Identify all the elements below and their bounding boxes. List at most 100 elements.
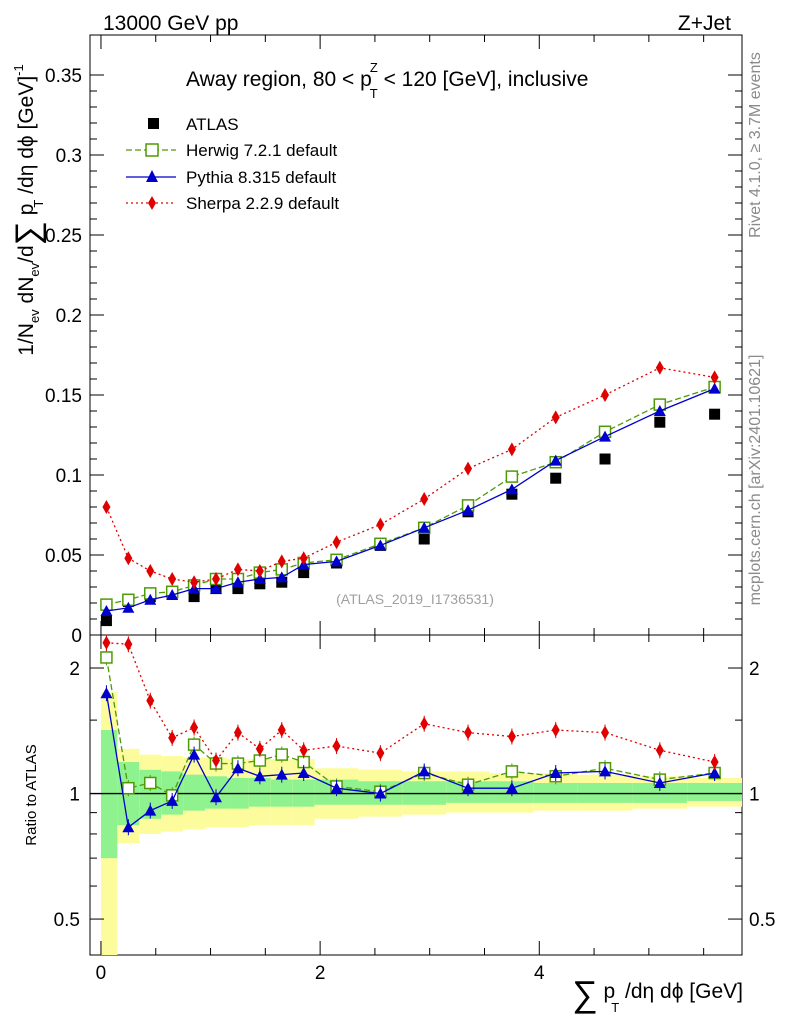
ratio-point-sherpa <box>601 725 610 740</box>
legend-herwig-label: Herwig 7.2.1 default <box>186 141 337 160</box>
main-ytick-label: 0.3 <box>56 146 82 167</box>
data-point-pythia <box>144 593 157 605</box>
ratio-point-sherpa <box>507 729 516 744</box>
ratio-point-sherpa <box>710 755 719 770</box>
legend: ATLAS Herwig 7.2.1 default Pythia 8.315 … <box>126 115 339 213</box>
ratio-series-pythia <box>100 685 721 836</box>
ratio-point-sherpa <box>124 637 133 652</box>
data-point-sherpa <box>551 410 560 425</box>
ratio-xtick-label: 0 <box>96 963 107 984</box>
data-point-pythia <box>653 405 666 416</box>
data-point-pythia <box>599 430 612 442</box>
data-point-sherpa <box>168 572 177 586</box>
data-point-atlas <box>418 533 430 545</box>
main-ytick-label: 0 <box>71 626 82 647</box>
data-point-sherpa <box>507 442 516 457</box>
ratio-point-pythia <box>275 768 288 780</box>
data-point-herwig <box>505 470 519 483</box>
ratio-point-pythia <box>505 782 518 794</box>
ratio-axis-ticks: 0.5 0.5 1 1 2 2 0 2 4 <box>54 635 775 984</box>
main-axis-ticks: 0 0.05 0.1 0.15 0.2 0.25 0.3 0.35 <box>45 35 742 647</box>
ratio-point-pythia <box>144 804 157 816</box>
process-label: Z+Jet <box>678 12 731 35</box>
ratio-point-sherpa <box>233 725 242 740</box>
series-line-sherpa <box>105 367 715 583</box>
ratio-ytick-label-left: 1 <box>69 785 80 806</box>
main-ylabel: 1/Nev dNev/d∑ pT /dη dϕ [GeV]-1 <box>9 64 47 355</box>
ratio-point-sherpa <box>420 716 429 731</box>
ratio-point-herwig <box>275 748 289 761</box>
main-ytick-label: 0.1 <box>56 466 82 487</box>
ratio-point-sherpa <box>255 741 264 756</box>
main-ytick-label: 0.05 <box>45 546 82 567</box>
data-point-sherpa <box>655 360 664 375</box>
analysis-id-label: (ATLAS_2019_I1736531) <box>336 591 494 607</box>
series-sherpa <box>102 360 719 590</box>
main-ytick-label: 0.25 <box>45 226 82 247</box>
ratio-point-sherpa <box>190 720 199 735</box>
ratio-point-pythia <box>297 767 310 779</box>
ratio-point-pythia <box>374 787 387 799</box>
ratio-point-pythia <box>653 776 666 788</box>
band-inner-bin <box>183 774 206 811</box>
ratio-xtick-label: 4 <box>534 963 545 984</box>
series-line-pythia <box>106 387 715 612</box>
ratio-point-sherpa <box>168 730 177 745</box>
data-point-atlas <box>298 567 310 579</box>
data-point-pythia <box>505 483 518 495</box>
ratio-point-herwig <box>505 765 519 778</box>
band-inner-bin <box>248 777 271 807</box>
ratio-point-pythia <box>599 765 612 777</box>
data-point-sherpa <box>299 551 308 566</box>
data-point-sherpa <box>376 517 385 532</box>
ratio-point-herwig <box>100 651 113 664</box>
data-point-pythia <box>549 454 562 466</box>
ratio-point-pythia <box>166 794 179 806</box>
ratio-point-sherpa <box>376 746 385 761</box>
data-point-sherpa <box>190 575 199 590</box>
data-point-atlas <box>100 615 112 627</box>
ratio-point-sherpa <box>212 753 221 768</box>
ratio-ytick-label-left: 2 <box>69 659 80 680</box>
ratio-point-pythia <box>462 782 475 794</box>
ratio-xtick-label: 2 <box>315 963 326 984</box>
mcplots-label: mcplots.cern.ch [arXiv:2401.10621] <box>747 355 764 606</box>
data-point-pythia <box>100 605 113 616</box>
main-ytick-label: 0.2 <box>56 306 82 327</box>
ratio-point-sherpa <box>277 723 286 738</box>
data-point-sherpa <box>212 572 221 586</box>
data-point-atlas <box>599 453 611 465</box>
legend-atlas-label: ATLAS <box>186 115 239 134</box>
ratio-point-herwig <box>144 776 157 790</box>
data-point-pythia <box>374 539 387 551</box>
data-point-sherpa <box>332 535 341 550</box>
data-point-pythia <box>462 504 475 516</box>
legend-herwig-marker <box>145 143 159 157</box>
data-point-pythia <box>210 582 223 594</box>
main-ytick-label: 0.35 <box>45 66 82 87</box>
data-point-atlas <box>188 591 200 603</box>
ratio-series <box>100 634 721 836</box>
ratio-point-pythia <box>188 748 201 760</box>
series-line-herwig <box>106 386 715 606</box>
ratio-ytick-label-right: 2 <box>749 659 760 680</box>
ratio-point-sherpa <box>464 725 473 740</box>
ratio-point-sherpa <box>655 743 664 758</box>
data-point-pythia <box>418 521 431 533</box>
ratio-ytick-label-right: 1 <box>749 785 760 806</box>
ratio-ytick-label-right: 0.5 <box>749 910 775 931</box>
legend-sherpa-label: Sherpa 2.2.9 default <box>186 194 339 213</box>
data-point-sherpa <box>601 388 610 402</box>
data-point-sherpa <box>146 564 155 578</box>
ratio-point-sherpa <box>299 743 308 758</box>
ratio-point-sherpa <box>551 723 560 738</box>
ratio-point-pythia <box>708 767 721 779</box>
data-point-pythia <box>330 555 343 567</box>
ratio-ytick-label-left: 0.5 <box>54 910 80 931</box>
legend-sherpa-marker <box>148 196 156 210</box>
data-point-pythia <box>275 571 288 583</box>
ratio-point-pythia <box>253 770 266 782</box>
ratio-point-pythia <box>210 791 223 803</box>
main-ytick-label: 0.15 <box>45 386 82 407</box>
